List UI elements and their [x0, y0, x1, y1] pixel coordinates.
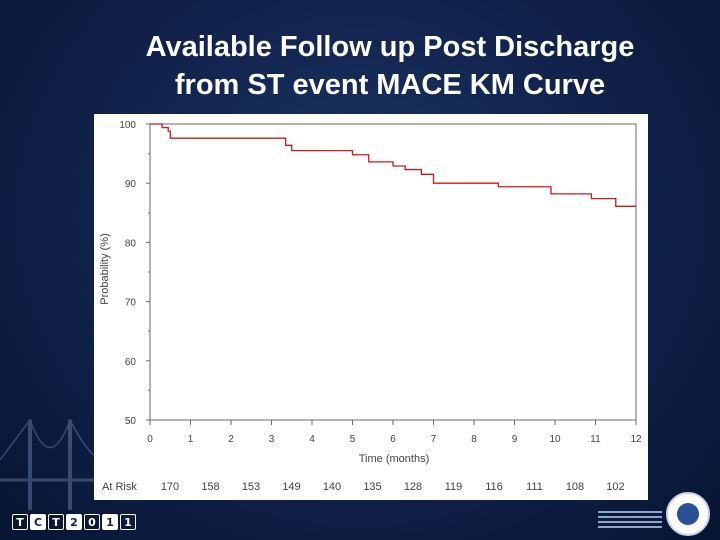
bridge-silhouette-image [0, 418, 110, 510]
y-tick-label: 90 [125, 179, 137, 190]
km-survival-curve [150, 123, 636, 207]
x-tick-label: 1 [188, 434, 194, 445]
y-tick-label: 100 [119, 120, 136, 131]
y-tick-label: 70 [125, 298, 137, 309]
at-risk-count: 153 [242, 481, 260, 493]
logo-digit-0: 0 [84, 514, 100, 530]
at-risk-count: 128 [404, 481, 422, 493]
y-tick-label: 80 [125, 238, 137, 249]
chart-curve-group [150, 123, 636, 207]
at-risk-count: 108 [566, 481, 584, 493]
institution-seal-logo [666, 492, 710, 536]
plot-frame [149, 123, 637, 421]
at-risk-count: 170 [161, 481, 179, 493]
at-risk-count: 111 [526, 481, 543, 493]
x-tick-label: 8 [471, 434, 477, 445]
logo-digit-1b: 1 [120, 514, 136, 530]
at-risk-count: 140 [323, 481, 341, 493]
logo-digit-2: 2 [66, 514, 82, 530]
at-risk-count: 135 [363, 481, 381, 493]
at-risk-count: 149 [282, 481, 300, 493]
x-tick-label: 7 [431, 434, 437, 445]
x-tick-label: 4 [309, 434, 315, 445]
at-risk-count: 158 [201, 481, 219, 493]
x-tick-label: 3 [269, 434, 275, 445]
tct-2011-logo: T C T 2 0 1 1 [12, 512, 136, 532]
logo-letter-c: C [30, 514, 46, 530]
x-tick-label: 2 [228, 434, 234, 445]
title-line-2: from ST event MACE KM Curve [174, 69, 606, 101]
logo-letter-t: T [12, 514, 28, 530]
at-risk-count: 102 [606, 481, 624, 493]
at-risk-label: At Risk [102, 481, 137, 493]
x-tick-label: 10 [549, 434, 561, 445]
at-risk-count: 116 [485, 481, 503, 493]
at-risk-count: 119 [445, 481, 463, 493]
x-tick-label: 0 [147, 434, 153, 445]
y-tick-label: 50 [125, 416, 137, 427]
title-line-1: Available Follow up Post Discharge [145, 31, 635, 63]
chart-axes [149, 123, 637, 421]
x-tick-label: 5 [350, 434, 356, 445]
y-tick-label: 60 [125, 357, 137, 368]
x-tick-label: 11 [590, 434, 601, 445]
sponsor-logo [598, 508, 662, 532]
x-axis-label: Time (months) [359, 453, 430, 465]
slide-title: Available Follow up Post Discharge from … [40, 28, 720, 104]
x-tick-label: 12 [630, 434, 642, 445]
logo-digit-1: 1 [102, 514, 118, 530]
x-tick-label: 6 [390, 434, 396, 445]
at-risk-counts: 17015815314914013512811911611110810286 [161, 481, 662, 493]
logo-letter-t2: T [48, 514, 64, 530]
km-chart-panel: 50 60 70 80 90 100 0 1 2 3 4 5 6 7 8 9 10 11 12 Time (mont… [94, 114, 662, 500]
y-axis-label: Probability (%) [99, 233, 111, 305]
x-tick-label: 9 [512, 434, 518, 445]
